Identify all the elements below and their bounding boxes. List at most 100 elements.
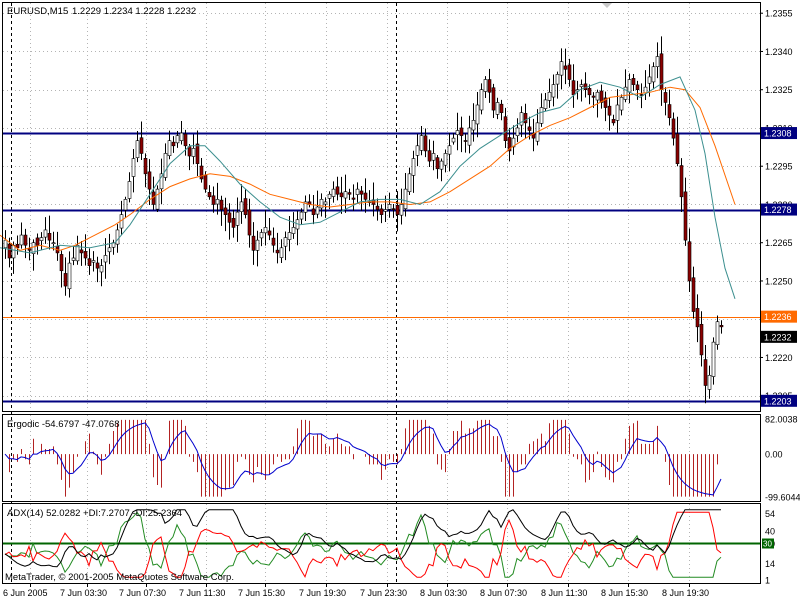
ergodic-title: Ergodic -54.6797 -47.0768: [7, 419, 120, 430]
time-tick-label: 7 Jun 11:30: [179, 588, 225, 598]
candle-body: [43, 229, 48, 238]
price-pane-border: [2, 2, 761, 412]
candle-body: [35, 237, 40, 246]
grid: [3, 3, 760, 583]
time-axis: 6 Jun 2005 7 Jun 03:30 7 Jun 07:30 7 Jun 11…: [3, 583, 709, 598]
candle-body: [411, 158, 416, 176]
candle-body: [83, 251, 88, 259]
candle-body: [379, 208, 384, 215]
candle-body: [387, 204, 392, 210]
candle-body: [127, 181, 132, 199]
time-tick-label: 8 Jun 15:30: [601, 588, 648, 598]
candle-body: [263, 227, 268, 234]
candle-body: [303, 201, 308, 213]
line-price-tag-label: 1.2278: [764, 205, 792, 215]
candle-body: [667, 104, 672, 119]
minus-di-line: [4, 511, 722, 578]
candle-body: [207, 192, 212, 198]
candle-body: [327, 193, 332, 199]
candle-body: [183, 133, 188, 147]
ergodic-pane: [4, 419, 722, 497]
candle-body: [259, 232, 264, 239]
candle-body: [443, 153, 448, 166]
candle-body: [647, 76, 652, 84]
candle-body: [599, 90, 604, 103]
line-price-tag-label: 1.2236: [764, 312, 792, 322]
candle-body: [507, 137, 512, 152]
candle-body: [19, 234, 24, 246]
time-tick-label: 7 Jun 23:30: [360, 588, 407, 598]
candle-body: [383, 209, 388, 212]
price-pane: [0, 36, 760, 404]
candle-body: [431, 153, 436, 161]
candle-body: [191, 148, 196, 157]
candle-body: [671, 118, 676, 139]
candle-body: [147, 171, 152, 190]
candle-body: [199, 165, 204, 180]
candle-body: [687, 241, 692, 282]
moving-average-teal: [0, 76, 736, 299]
candle-body: [515, 127, 520, 137]
candle-body: [467, 127, 472, 146]
candle-body: [115, 229, 120, 245]
candle-body: [67, 262, 72, 290]
candle-body: [703, 359, 708, 386]
candle-body: [279, 247, 284, 258]
candle-body: [679, 165, 684, 198]
candle-body: [587, 88, 592, 96]
candle-body: [695, 308, 700, 328]
candle-body: [451, 137, 456, 143]
candle-body: [623, 86, 628, 100]
ergodic-axis-label: -99.6044: [765, 492, 800, 502]
candle-body: [251, 235, 256, 251]
time-tick-label: 7 Jun 19:30: [299, 588, 346, 598]
candle-body: [347, 192, 352, 195]
candle-body: [619, 97, 624, 111]
candle-body: [487, 79, 492, 93]
candle-body: [547, 91, 552, 101]
candle-body: [267, 230, 272, 236]
time-tick-label: 8 Jun 03:30: [420, 588, 467, 598]
ergodic-axis-label: 0.00: [765, 450, 783, 460]
adx-axis-label: 54: [765, 509, 775, 519]
candle-body: [7, 243, 12, 259]
candle-body: [107, 247, 112, 253]
time-tick-label: 8 Jun 11:30: [541, 588, 587, 598]
candle-body: [363, 192, 368, 200]
candle-body: [63, 273, 68, 287]
candle-body: [595, 91, 600, 101]
candle-body: [315, 206, 320, 215]
candle-body: [239, 201, 244, 212]
ergodic-axis-label: 82.0038: [765, 415, 798, 425]
candle-body: [415, 145, 420, 156]
candle-body: [103, 255, 108, 263]
shift-marker-icon[interactable]: [602, 3, 612, 8]
candle-body: [603, 97, 608, 108]
line-price-tag-label: 1.2308: [764, 129, 792, 139]
candle-body: [87, 258, 92, 266]
candle-body: [283, 237, 288, 247]
candle-body: [163, 153, 168, 178]
candle-body: [291, 227, 296, 234]
candle-body: [447, 145, 452, 155]
candle-body: [519, 112, 524, 126]
candle-body: [355, 188, 360, 195]
candle-body: [219, 199, 224, 210]
line-price-tag: [761, 127, 797, 140]
candle-body: [143, 158, 148, 175]
candle-body: [231, 218, 236, 228]
candle-body: [3, 239, 8, 249]
line-price-tag: [761, 203, 797, 216]
candle-body: [275, 249, 280, 254]
candle-body: [455, 130, 460, 135]
ergodic-pane-border: [2, 414, 761, 502]
candle-body: [543, 99, 548, 109]
candle-body: [351, 197, 356, 200]
time-tick-label: 6 Jun 2005: [3, 588, 48, 598]
candle-body: [287, 232, 292, 240]
moving-average-orange: [0, 86, 736, 251]
candle-body: [179, 132, 184, 141]
adx-axis-label: 1: [765, 575, 770, 585]
candle-body: [499, 103, 504, 113]
